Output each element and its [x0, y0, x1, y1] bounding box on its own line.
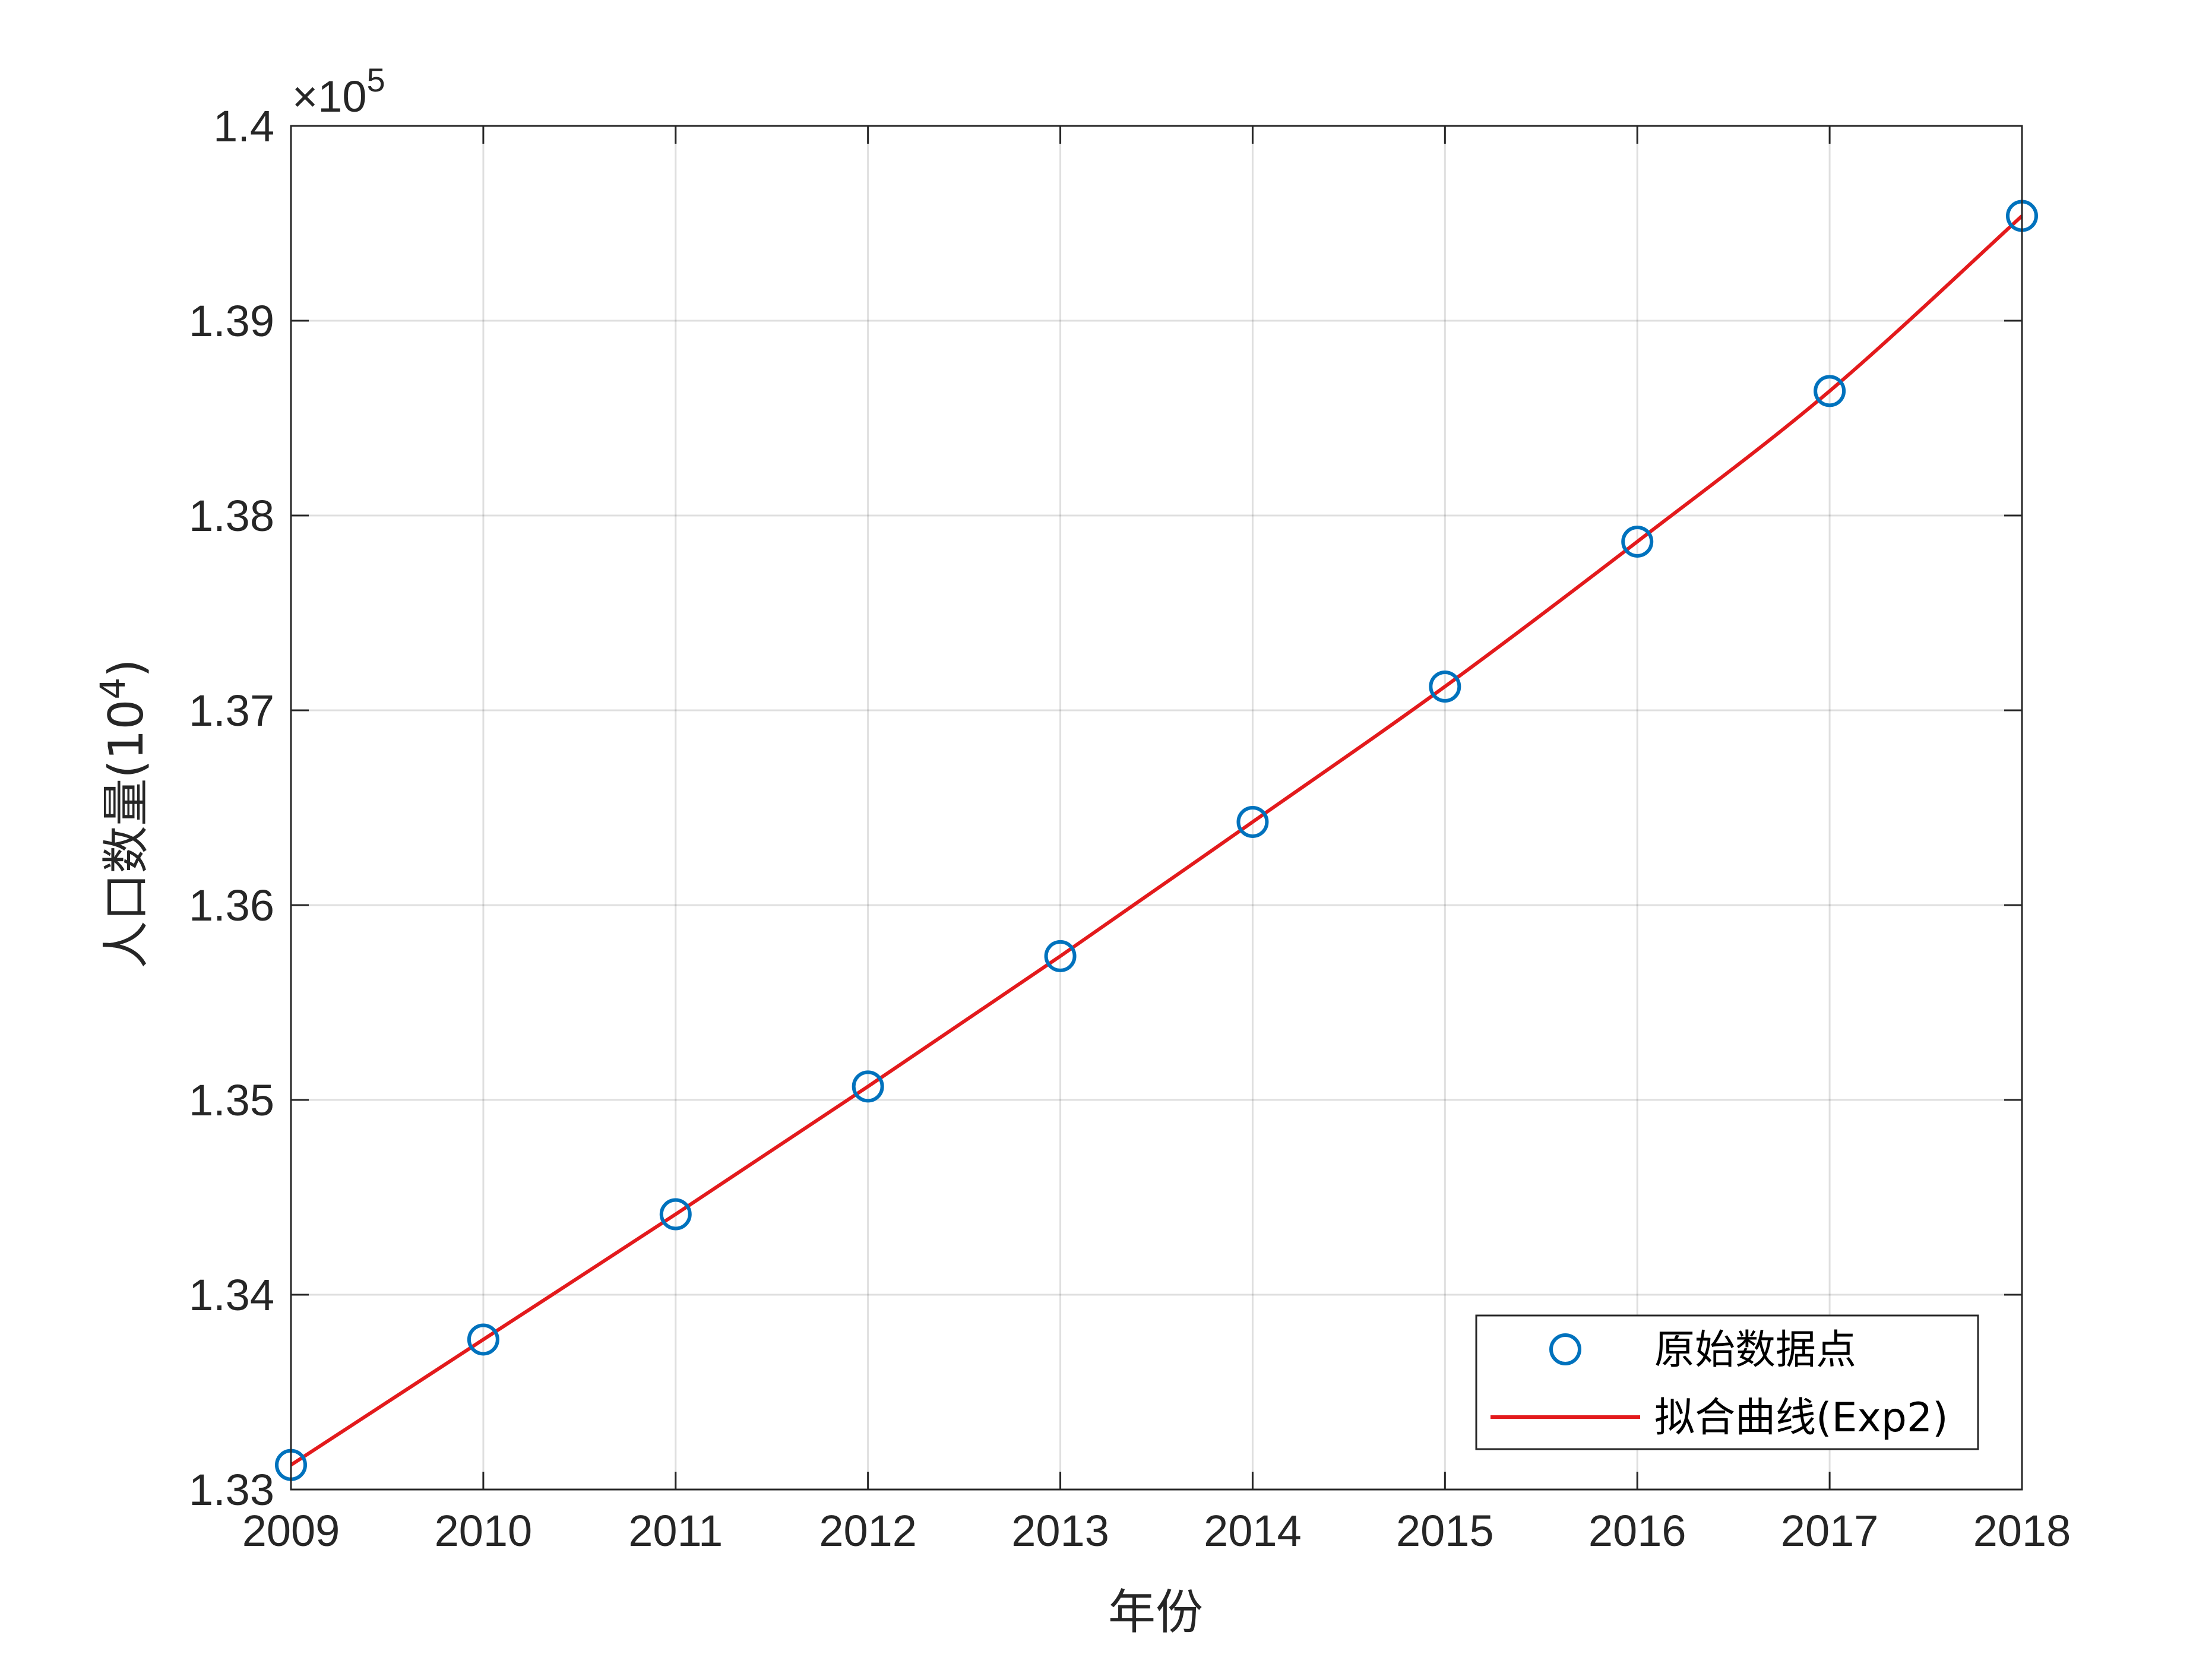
x-tick-label: 2010 [435, 1506, 533, 1555]
legend: 原始数据点 拟合曲线(Exp2) [1475, 1314, 1979, 1450]
x-tick-label: 2018 [1973, 1506, 2071, 1555]
data-point-marker [1044, 940, 1077, 972]
y-tick-label: 1.38 [189, 491, 274, 540]
y-tick-label: 1.36 [189, 881, 274, 930]
axis-ticks: 2009 2010 2011 2012 2013 2014 2015 2016 2017 2018… [189, 102, 2071, 1555]
y-exponent-label: ×105 [292, 61, 385, 121]
x-tick-label: 2015 [1396, 1506, 1494, 1555]
data-point-marker [1429, 670, 1461, 703]
legend-label-fit: 拟合曲线(Exp2) [1654, 1394, 1948, 1441]
x-tick-label: 2012 [819, 1506, 917, 1555]
x-axis-label: 年份 [1108, 1585, 1203, 1640]
x-tick-label: 2013 [1011, 1506, 1109, 1555]
x-tick-label: 2017 [1781, 1506, 1879, 1555]
data-point-marker [852, 1070, 884, 1103]
y-tick-label: 1.4 [213, 102, 274, 151]
legend-label-data: 原始数据点 [1654, 1327, 1856, 1374]
y-exponent-prefix: ×10 [292, 72, 367, 121]
y-tick-label: 1.39 [189, 296, 274, 346]
x-tick-label: 2009 [242, 1506, 340, 1555]
data-point-marker [1621, 525, 1654, 558]
y-axis-label-sup: 4 [93, 678, 133, 700]
data-point-marker [1236, 805, 1269, 838]
x-tick-label: 2011 [628, 1506, 723, 1555]
y-exponent-value: 5 [367, 61, 385, 99]
data-point-marker [1814, 375, 1846, 407]
y-tick-label: 1.37 [189, 686, 274, 735]
y-axis-label-main: 人口数量(10 [99, 700, 154, 969]
y-tick-label: 1.35 [189, 1076, 274, 1125]
fit-curve-line [290, 214, 2024, 1467]
data-point-marker [467, 1323, 499, 1356]
y-tick-label: 1.34 [189, 1270, 274, 1320]
x-tick-label: 2014 [1204, 1506, 1302, 1555]
y-tick-label: 1.33 [189, 1465, 274, 1514]
y-axis-label: 人口数量(104) [93, 659, 154, 968]
data-point-marker [659, 1198, 692, 1231]
y-axis-label-close: ) [99, 659, 154, 677]
legend-marker-icon [1549, 1333, 1581, 1365]
x-tick-label: 2016 [1588, 1506, 1686, 1555]
axes-frame [290, 125, 2023, 1491]
